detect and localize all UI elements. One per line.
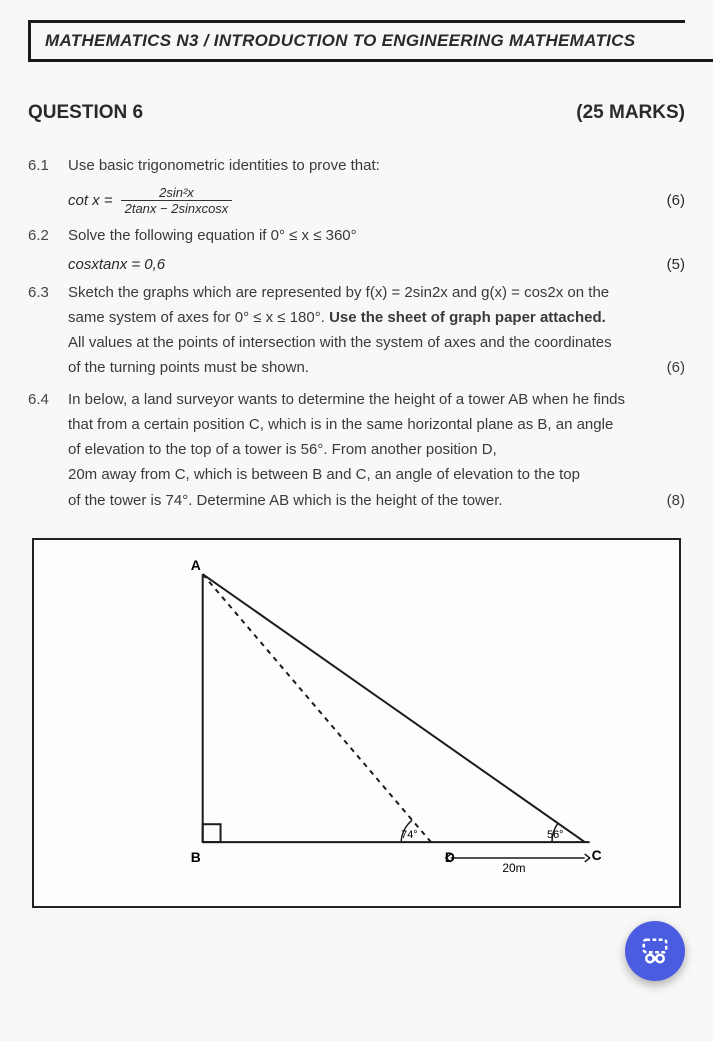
item-body: Solve the following equation if 0° ≤ x ≤… [68, 224, 685, 249]
item-num: 6.2 [28, 224, 68, 249]
equation-6-1: cot x = 2sin²x 2tanx − 2sinxcosx (6) [68, 185, 685, 216]
line2a: same system of axes for 0° ≤ x ≤ 180°. [68, 309, 329, 326]
diagram-box: A B D C 74° 56° 20m [32, 538, 681, 908]
header-box: MATHEMATICS N3 / INTRODUCTION TO ENGINEE… [28, 20, 685, 62]
right-angle-marker [203, 824, 221, 842]
item-marks: (6) [667, 192, 685, 209]
line4: of the turning points must be shown. (6) [68, 356, 685, 379]
crop-icon [640, 936, 670, 966]
header-title: MATHEMATICS N3 / INTRODUCTION TO ENGINEE… [45, 31, 671, 51]
item-6-1: 6.1 Use basic trigonometric identities t… [28, 154, 685, 179]
item-body: In below, a land surveyor wants to deter… [68, 388, 685, 514]
label-angleD: 74° [401, 829, 418, 841]
item-text: Use basic trigonometric identities to pr… [68, 154, 685, 177]
frac-num: 2sin²x [121, 185, 233, 201]
line5: of the tower is 74°. Determine AB which … [68, 489, 685, 512]
item-6-2: 6.2 Solve the following equation if 0° ≤… [28, 224, 685, 249]
label-D: D [445, 849, 455, 865]
fraction: 2sin²x 2tanx − 2sinxcosx [121, 185, 233, 216]
item-text: Solve the following equation if 0° ≤ x ≤… [68, 224, 685, 247]
frac-den: 2tanx − 2sinxcosx [121, 201, 233, 216]
label-dist: 20m [502, 861, 525, 875]
item-marks: (6) [667, 356, 685, 379]
line1: In below, a land surveyor wants to deter… [68, 388, 685, 411]
label-A: A [191, 557, 201, 573]
tower-diagram: A B D C 74° 56° 20m [34, 540, 679, 906]
line3: All values at the points of intersection… [68, 331, 685, 354]
question-row: QUESTION 6 (25 MARKS) [28, 102, 685, 124]
item-6-4: 6.4 In below, a land surveyor wants to d… [28, 388, 685, 514]
item-body: Sketch the graphs which are represented … [68, 281, 685, 382]
arrow-right [585, 854, 590, 862]
line-AD [203, 574, 431, 842]
line2: that from a certain position C, which is… [68, 413, 685, 436]
item-num: 6.1 [28, 154, 68, 179]
label-angleC: 56° [547, 829, 564, 841]
line2b: Use the sheet of graph paper attached. [329, 309, 606, 326]
line3: of elevation to the top of a tower is 56… [68, 438, 685, 461]
line4-text: of the turning points must be shown. [68, 359, 309, 376]
line4: 20m away from C, which is between B and … [68, 463, 685, 486]
equation-6-2: cosxtanx = 0,6 (5) [68, 256, 685, 273]
line2: same system of axes for 0° ≤ x ≤ 180°. U… [68, 306, 685, 329]
line-AC [203, 574, 585, 842]
line5-text: of the tower is 74°. Determine AB which … [68, 492, 503, 509]
screenshot-crop-button[interactable] [625, 921, 685, 981]
question-number: QUESTION 6 [28, 102, 143, 124]
label-B: B [191, 849, 201, 865]
question-marks: (25 MARKS) [576, 102, 685, 124]
eq-text: cosxtanx = 0,6 [68, 256, 165, 273]
item-body: Use basic trigonometric identities to pr… [68, 154, 685, 179]
item-num: 6.4 [28, 388, 68, 514]
item-marks: (8) [667, 489, 685, 512]
line1: Sketch the graphs which are represented … [68, 281, 685, 304]
label-C: C [592, 847, 602, 863]
item-num: 6.3 [28, 281, 68, 382]
item-marks: (5) [667, 256, 685, 273]
item-6-3: 6.3 Sketch the graphs which are represen… [28, 281, 685, 382]
lhs-text: cot x = [68, 192, 113, 209]
